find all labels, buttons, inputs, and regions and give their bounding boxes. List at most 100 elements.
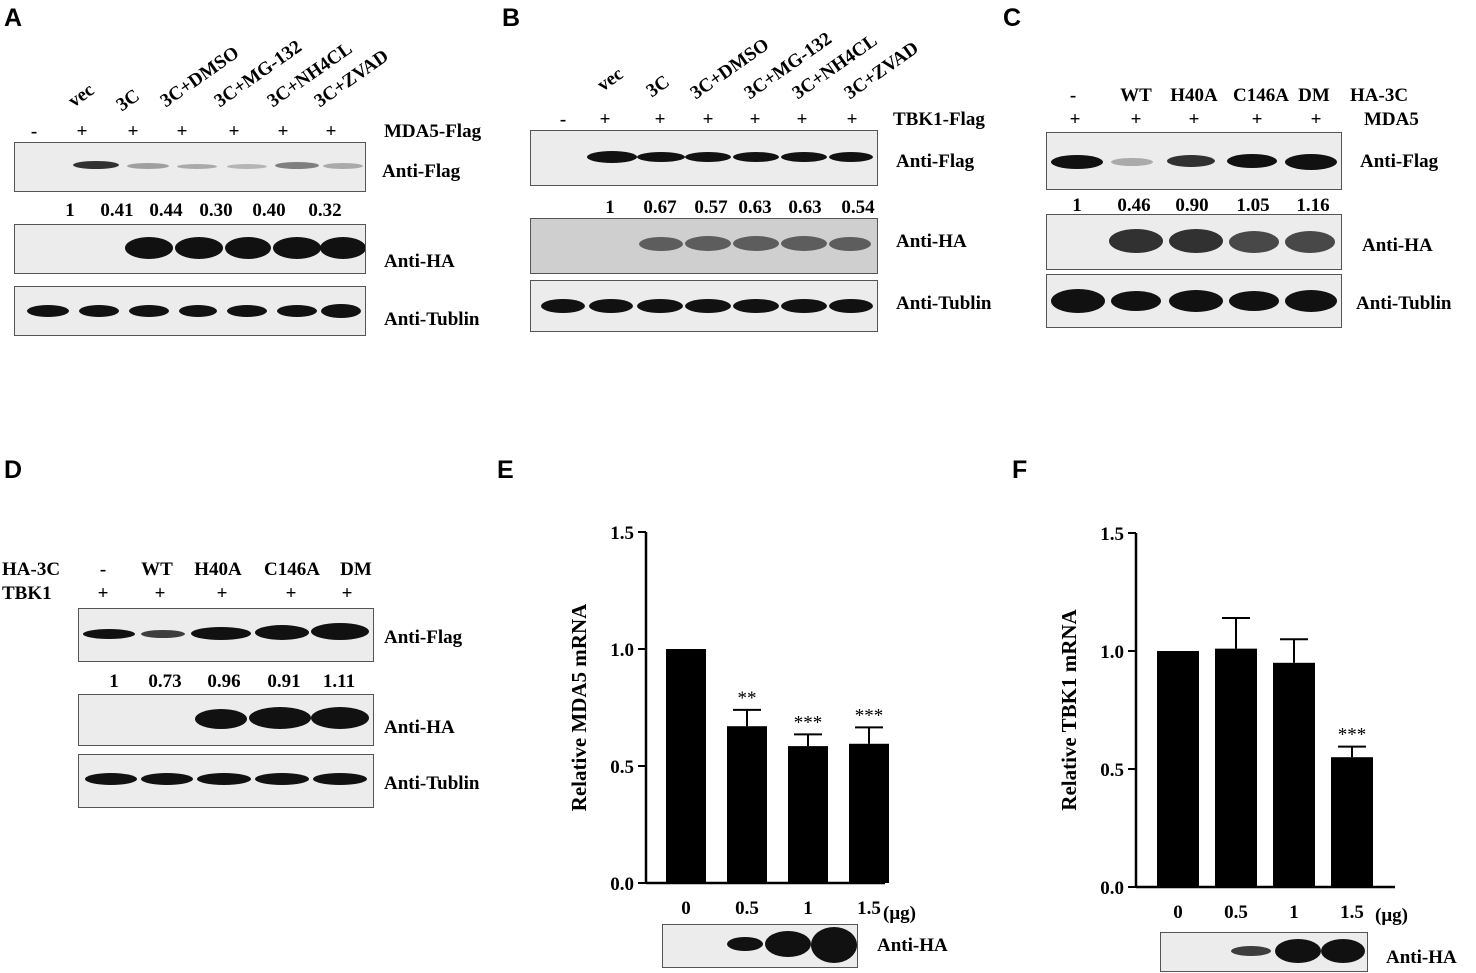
sign-label: + [228,121,240,142]
lane-label: WT [141,559,173,580]
quant-value: 1 [109,671,119,692]
y-tick-label: 1.0 [1100,642,1124,663]
construct-label: MDA5 [1364,109,1419,130]
sign-label: + [341,583,353,604]
sign-label: + [1310,109,1322,130]
quant-value: 1.05 [1236,195,1270,216]
y-tick-label: 1.5 [1100,524,1124,545]
panel-label-c: C [1003,4,1022,32]
sign-label: + [1130,109,1142,130]
bar [727,726,767,883]
quant-value: 0.41 [100,200,134,221]
lane-label: C146A [1233,85,1289,106]
bar [849,743,889,883]
lane-label: - [99,559,107,580]
sign-label: - [30,121,38,142]
row-label: HA-3C [2,559,61,580]
quant-value: 0.90 [1175,195,1209,216]
y-axis-label: Relative MDA5 mRNA [567,603,591,811]
sign-label: + [127,121,139,142]
blot-label: Anti-Flag [382,161,461,182]
quant-value: 0.91 [267,671,301,692]
sign-label: + [325,121,337,142]
bar [1331,757,1373,887]
x-tick-label: 0.5 [735,898,759,919]
lane-label: vec [593,63,628,96]
blot-label: Anti-Tublin [384,773,480,794]
quant-value: 1.16 [1296,195,1330,216]
y-tick-label: 1.0 [610,640,634,661]
y-tick-label: 0.0 [610,874,634,895]
significance-marker: *** [1338,725,1367,746]
x-tick-label: 0 [681,898,691,919]
y-axis-label: Relative TBK1 mRNA [1057,608,1081,810]
sign-label: + [176,121,188,142]
x-tick-label: 0.5 [1224,902,1248,923]
western-blot [530,218,878,274]
sign-label: + [599,109,611,130]
lane-label: 3C [642,71,674,102]
panel-label-d: D [4,456,23,484]
lane-label: C146A [264,559,320,580]
panel-label-f: F [1012,456,1028,484]
western-blot [14,142,366,192]
bar [1157,651,1199,887]
construct-label: MDA5-Flag [384,121,482,142]
construct-label: TBK1-Flag [893,109,985,130]
x-tick-label: 0 [1173,902,1183,923]
lane-label: DM [340,559,372,580]
quant-value: 0.46 [1117,195,1151,216]
lane-label: H40A [1170,85,1218,106]
quant-value: 0.44 [149,200,183,221]
sign-label: + [285,583,297,604]
dose-unit: (μg) [883,903,916,924]
bar-chart-e: 0.0 0.5 1.0 1.5 Relative MDA5 mRNA 0 ** 0.5 *** 1… [567,523,889,919]
y-tick-label: 0.5 [1100,760,1124,781]
sign-label: + [277,121,289,142]
blot-label: Anti-HA [1386,947,1457,968]
lane-label: 3C [112,85,144,116]
sign-label: + [702,109,714,130]
blot-label: Anti-Flag [1360,151,1439,172]
quant-value: 0.63 [788,197,822,218]
panel-label-b: B [502,4,521,32]
sign-label: + [1188,109,1200,130]
sign-label: + [154,583,166,604]
western-blot [78,754,374,808]
bar [788,746,828,883]
western-blot [1046,274,1342,328]
quant-value: 0.96 [207,671,241,692]
blot-label: Anti-HA [896,231,967,252]
blot-label: Anti-Tublin [896,293,992,314]
blot-label: Anti-Flag [896,151,975,172]
sign-label: + [749,109,761,130]
y-tick-label: 0.0 [1100,878,1124,899]
significance-marker: *** [855,705,884,726]
significance-marker: ** [738,688,757,709]
quant-value: 0.32 [308,200,342,221]
lane-label: WT [1120,85,1152,106]
x-tick-label: 1 [1289,902,1299,923]
western-blot [14,224,366,274]
western-blot [1160,932,1368,972]
sign-label: + [846,109,858,130]
western-blot [1046,214,1342,270]
sign-label: + [796,109,808,130]
y-tick-label: 1.5 [610,523,634,544]
sign-label: + [76,121,88,142]
lane-label: vec [64,79,99,112]
lane-label: DM [1298,85,1330,106]
bar [1273,662,1315,887]
western-blot [530,280,878,332]
western-blot [530,130,878,186]
x-tick-label: 1 [803,898,813,919]
blot-label: Anti-HA [877,935,948,956]
quant-value: 1 [1072,195,1082,216]
blot-label: Anti-HA [384,717,455,738]
western-blot [78,608,374,662]
x-tick-label: 1.5 [1340,902,1364,923]
lane-label: - [1069,85,1077,106]
sign-label: + [97,583,109,604]
western-blot [14,286,366,336]
y-tick-label: 0.5 [610,757,634,778]
